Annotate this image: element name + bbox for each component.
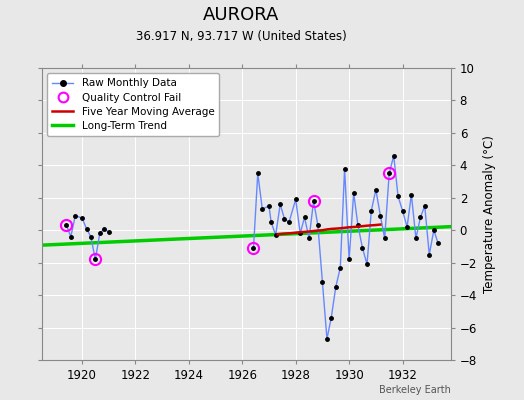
Quality Control Fail	[92, 257, 99, 262]
Y-axis label: Temperature Anomaly (°C): Temperature Anomaly (°C)	[483, 135, 496, 293]
Five Year Moving Average	[346, 225, 352, 230]
Five Year Moving Average	[351, 224, 357, 229]
Five Year Moving Average	[288, 231, 294, 236]
Five Year Moving Average	[359, 224, 366, 228]
Raw Monthly Data	[105, 230, 112, 234]
Text: Berkeley Earth: Berkeley Earth	[379, 385, 451, 395]
Line: Five Year Moving Average: Five Year Moving Average	[278, 224, 380, 234]
Five Year Moving Average	[292, 230, 299, 235]
Five Year Moving Average	[283, 231, 290, 236]
Text: 36.917 N, 93.717 W (United States): 36.917 N, 93.717 W (United States)	[136, 30, 346, 43]
Quality Control Fail	[310, 199, 316, 204]
Quality Control Fail	[63, 223, 70, 228]
Five Year Moving Average	[279, 231, 286, 236]
Raw Monthly Data	[79, 216, 85, 220]
Five Year Moving Average	[377, 222, 384, 227]
Five Year Moving Average	[301, 230, 308, 234]
Five Year Moving Average	[324, 227, 330, 232]
Five Year Moving Average	[306, 229, 312, 234]
Line: Raw Monthly Data: Raw Monthly Data	[67, 216, 108, 260]
Five Year Moving Average	[333, 226, 339, 231]
Five Year Moving Average	[342, 225, 348, 230]
Raw Monthly Data	[92, 257, 99, 262]
Legend: Raw Monthly Data, Quality Control Fail, Five Year Moving Average, Long-Term Tren: Raw Monthly Data, Quality Control Fail, …	[47, 73, 220, 136]
Five Year Moving Average	[310, 229, 316, 234]
Quality Control Fail	[250, 246, 257, 250]
Text: AURORA: AURORA	[203, 6, 279, 24]
Five Year Moving Average	[328, 226, 334, 231]
Raw Monthly Data	[97, 230, 103, 235]
Five Year Moving Average	[364, 223, 370, 228]
Raw Monthly Data	[68, 234, 74, 239]
Five Year Moving Average	[355, 224, 361, 229]
Raw Monthly Data	[63, 223, 70, 228]
Quality Control Fail	[386, 171, 392, 176]
Line: Quality Control Fail: Quality Control Fail	[61, 168, 395, 265]
Raw Monthly Data	[83, 226, 90, 231]
Five Year Moving Average	[337, 226, 343, 231]
Five Year Moving Average	[297, 230, 303, 234]
Five Year Moving Average	[319, 228, 325, 233]
Five Year Moving Average	[373, 223, 379, 228]
Five Year Moving Average	[368, 223, 375, 228]
Five Year Moving Average	[275, 232, 281, 237]
Raw Monthly Data	[101, 227, 107, 232]
Raw Monthly Data	[88, 234, 94, 239]
Raw Monthly Data	[72, 213, 79, 218]
Five Year Moving Average	[315, 228, 321, 233]
